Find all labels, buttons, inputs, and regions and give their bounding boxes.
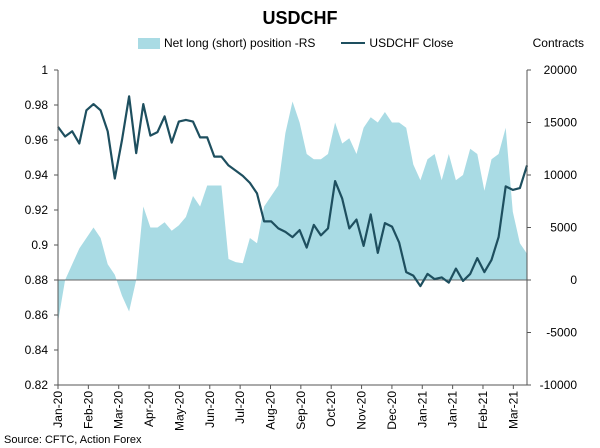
x-tick-label: Apr-20 — [142, 391, 156, 427]
x-tick-label: Feb-21 — [476, 391, 490, 429]
x-tick-label: Jan-21 — [446, 391, 460, 428]
x-tick-label: Jan-20 — [51, 391, 65, 428]
x-tick-label: Feb-20 — [81, 391, 95, 429]
net-position-area — [58, 101, 527, 322]
left-tick-label: 0.98 — [25, 98, 49, 112]
x-tick-label: Jul-20 — [233, 391, 247, 424]
right-tick-label: 0 — [570, 273, 577, 287]
left-tick-label: 0.96 — [25, 133, 49, 147]
left-tick-label: 0.94 — [25, 168, 49, 182]
legend-label-position: Net long (short) position -RS — [164, 36, 316, 50]
x-tick-label: Jan-21 — [415, 391, 429, 428]
left-tick-label: 0.92 — [25, 203, 49, 217]
right-tick-label: -10000 — [540, 378, 578, 392]
right-tick-label: -5000 — [546, 326, 577, 340]
left-tick-label: 0.86 — [25, 308, 49, 322]
left-tick-label: 0.82 — [25, 378, 49, 392]
x-tick-label: Dec-20 — [385, 391, 399, 430]
right-tick-label: 5000 — [550, 221, 577, 235]
right-axis-title: Contracts — [532, 36, 584, 50]
x-tick-label: Sep-20 — [294, 391, 308, 430]
legend-label-close: USDCHF Close — [369, 36, 454, 50]
usdchf-close-line — [57, 95, 529, 288]
left-tick-label: 0.84 — [25, 343, 49, 357]
legend: Net long (short) position -RS USDCHF Clo… — [138, 36, 453, 50]
right-tick-label: 20000 — [544, 63, 578, 77]
right-tick-label: 15000 — [544, 116, 578, 130]
x-tick-label: Nov-20 — [355, 391, 369, 430]
x-tick-label: Oct-20 — [324, 391, 338, 427]
chart-title: USDCHF — [262, 8, 338, 28]
left-tick-label: 1 — [41, 63, 48, 77]
x-tick-label: Jun-20 — [203, 391, 217, 428]
source-note: Source: CFTC, Action Forex — [4, 434, 142, 446]
x-tick-label: May-20 — [172, 391, 186, 431]
left-tick-label: 0.88 — [25, 273, 49, 287]
legend-swatch-area — [138, 37, 160, 49]
right-tick-label: 10000 — [544, 168, 578, 182]
x-tick-label: Mar-20 — [112, 391, 126, 429]
legend-swatch-line — [341, 42, 366, 44]
left-tick-label: 0.9 — [31, 238, 48, 252]
x-tick-label: Aug-20 — [264, 391, 278, 430]
x-tick-label: Mar-21 — [506, 391, 520, 429]
